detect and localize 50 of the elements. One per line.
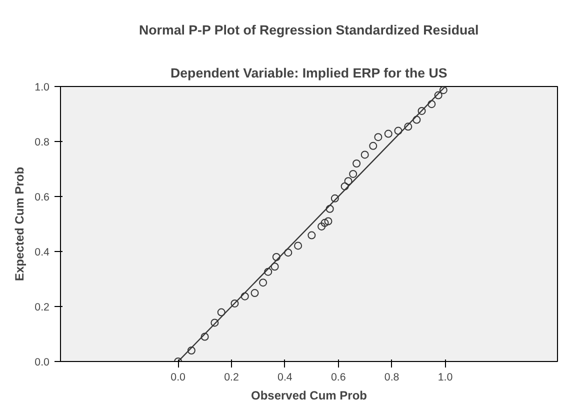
x-axis-title: Observed Cum Prob — [250, 388, 368, 402]
y-tick-label: 0.2 — [34, 302, 50, 314]
point — [418, 106, 426, 115]
point — [340, 182, 349, 190]
point — [384, 130, 392, 138]
point — [240, 292, 249, 300]
point — [369, 142, 378, 150]
point — [320, 218, 329, 227]
point — [434, 91, 442, 100]
point — [264, 268, 272, 276]
point — [439, 86, 448, 94]
y-tick-label: 0.8 — [34, 136, 50, 148]
point — [330, 194, 339, 202]
y-tick-label: 0.6 — [34, 192, 50, 204]
point — [230, 299, 239, 308]
x-tick-label: 0.0 — [170, 372, 186, 384]
point — [324, 217, 332, 226]
point — [349, 170, 358, 178]
chart-title: Normal P-P Plot of Regression Standardized Residual — [139, 22, 479, 38]
point — [352, 160, 361, 168]
x-tick-label: 0.2 — [224, 372, 239, 384]
chart-subtitle: Dependent Variable: Implied ERP for the US — [170, 66, 448, 80]
point — [200, 332, 209, 341]
point — [374, 133, 382, 142]
point — [308, 231, 316, 240]
x-tick-label: 0.6 — [330, 372, 346, 384]
point — [404, 122, 412, 131]
point — [210, 318, 219, 327]
point — [272, 253, 280, 261]
point — [412, 116, 421, 124]
y-tick-label: 0.4 — [34, 246, 50, 258]
point — [250, 289, 259, 298]
point — [428, 100, 436, 108]
point — [344, 177, 352, 186]
x-tick-label: 0.4 — [278, 372, 292, 384]
y-tick-label: 0.0 — [34, 356, 50, 368]
point — [326, 204, 334, 213]
point — [270, 262, 279, 271]
point — [284, 248, 292, 257]
y-tick-label: 1.0 — [34, 82, 50, 94]
x-tick-label: 0.8 — [384, 372, 400, 384]
point — [187, 346, 196, 354]
point — [394, 126, 402, 135]
x-tick-label: 1.0 — [438, 372, 453, 384]
point — [360, 150, 369, 159]
point — [217, 308, 226, 316]
point — [259, 278, 268, 287]
point — [294, 242, 302, 250]
y-axis-title: Expected Cum Prob — [12, 166, 27, 282]
point — [318, 222, 326, 230]
